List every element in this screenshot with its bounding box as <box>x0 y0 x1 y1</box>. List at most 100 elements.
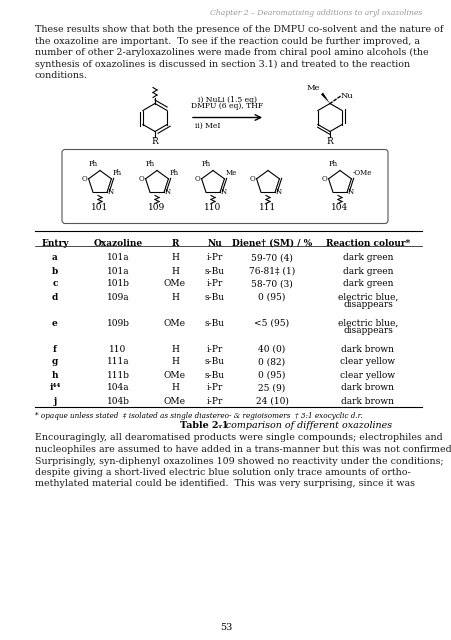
Text: c: c <box>52 280 58 289</box>
Text: OMe: OMe <box>164 397 186 406</box>
Text: s-Bu: s-Bu <box>204 266 225 275</box>
Text: s-Bu: s-Bu <box>204 371 225 380</box>
Text: O: O <box>82 175 87 183</box>
Text: H: H <box>170 344 179 353</box>
Text: i-Pr: i-Pr <box>207 383 223 392</box>
Text: 109: 109 <box>148 204 165 212</box>
Text: N: N <box>276 188 281 196</box>
Text: methylated material could be identified.  This was very surprising, since it was: methylated material could be identified.… <box>35 479 414 488</box>
Text: Entry: Entry <box>41 239 69 248</box>
Text: H: H <box>170 292 179 301</box>
Text: H: H <box>170 383 179 392</box>
Text: disappears: disappears <box>342 326 392 335</box>
Text: i-Pr: i-Pr <box>207 280 223 289</box>
Text: 0 (95): 0 (95) <box>258 292 285 301</box>
Text: Nu: Nu <box>207 239 222 248</box>
Text: dark green: dark green <box>342 280 392 289</box>
Text: Reaction colour*: Reaction colour* <box>325 239 409 248</box>
Text: Chapter 2 – Dearomatising additions to aryl oxazolines: Chapter 2 – Dearomatising additions to a… <box>209 9 421 17</box>
Text: h: h <box>51 371 58 380</box>
Text: dark green: dark green <box>342 266 392 275</box>
Text: R: R <box>326 136 333 145</box>
Text: Surprisingly, syn-diphenyl oxazolines 109 showed no reactivity under the conditi: Surprisingly, syn-diphenyl oxazolines 10… <box>35 456 442 465</box>
Text: the oxazoline are important.  To see if the reaction could be further improved, : the oxazoline are important. To see if t… <box>35 36 419 45</box>
Text: despite giving a short-lived electric blue solution only trace amounts of ortho-: despite giving a short-lived electric bl… <box>35 468 410 477</box>
Text: Ph: Ph <box>202 159 211 168</box>
Text: Ph: Ph <box>169 169 178 177</box>
Text: f: f <box>53 344 57 353</box>
Text: N: N <box>165 188 171 196</box>
Text: 25 (9): 25 (9) <box>258 383 285 392</box>
Text: 110: 110 <box>109 344 126 353</box>
Text: dark brown: dark brown <box>341 397 394 406</box>
Text: H: H <box>170 358 179 367</box>
Text: 110: 110 <box>204 204 221 212</box>
Text: 59-70 (4): 59-70 (4) <box>250 253 292 262</box>
Text: 101a: 101a <box>106 266 129 275</box>
Text: Me: Me <box>306 83 319 92</box>
Text: These results show that both the presence of the DMPU co-solvent and the nature : These results show that both the presenc… <box>35 25 442 34</box>
Text: i) NuLi (1.5 eq): i) NuLi (1.5 eq) <box>198 95 257 104</box>
Text: H: H <box>170 266 179 275</box>
Text: * opaque unless stated  ‡ isolated as single diastereo- & regioisomers  † 3:1 ex: * opaque unless stated ‡ isolated as sin… <box>35 413 362 420</box>
Text: N: N <box>221 188 227 196</box>
Text: nucleophiles are assumed to have added in a trans-manner but this was not confir: nucleophiles are assumed to have added i… <box>35 445 451 454</box>
Text: 76-81‡ (1): 76-81‡ (1) <box>249 266 295 275</box>
Text: s-Bu: s-Bu <box>204 358 225 367</box>
Text: a: a <box>52 253 58 262</box>
Text: 111: 111 <box>259 204 276 212</box>
Text: – comparison of different oxazolines: – comparison of different oxazolines <box>215 422 391 431</box>
Text: 0 (95): 0 (95) <box>258 371 285 380</box>
Text: 24 (10): 24 (10) <box>255 397 288 406</box>
Text: s-Bu: s-Bu <box>204 319 225 328</box>
Polygon shape <box>320 93 329 104</box>
Text: ii) MeI: ii) MeI <box>194 122 220 129</box>
Text: i⁴⁴: i⁴⁴ <box>49 383 60 392</box>
Text: 104b: 104b <box>106 397 129 406</box>
Text: N: N <box>347 188 354 196</box>
Text: g: g <box>52 358 58 367</box>
Text: O: O <box>138 175 144 183</box>
Text: s-Bu: s-Bu <box>204 292 225 301</box>
Text: b: b <box>52 266 58 275</box>
Text: number of other 2-aryloxazolines were made from chiral pool amino alcohols (the: number of other 2-aryloxazolines were ma… <box>35 48 428 57</box>
Text: dark brown: dark brown <box>341 383 394 392</box>
Text: dark green: dark green <box>342 253 392 262</box>
Text: i-Pr: i-Pr <box>207 397 223 406</box>
Text: 0 (82): 0 (82) <box>258 358 285 367</box>
Text: DMPU (6 eq), THF: DMPU (6 eq), THF <box>191 102 263 111</box>
Text: Ph: Ph <box>328 159 337 168</box>
Text: 53: 53 <box>219 623 232 632</box>
Text: Table 2.1: Table 2.1 <box>179 422 228 431</box>
Text: 101b: 101b <box>106 280 129 289</box>
Text: H: H <box>170 253 179 262</box>
Text: electric blue,: electric blue, <box>337 292 397 301</box>
Text: i-Pr: i-Pr <box>207 344 223 353</box>
Text: O: O <box>249 175 255 183</box>
Text: OMe: OMe <box>164 371 186 380</box>
Text: 40 (0): 40 (0) <box>258 344 285 353</box>
Text: 111b: 111b <box>106 371 129 380</box>
Text: Nu: Nu <box>340 93 353 100</box>
Text: 111a: 111a <box>106 358 129 367</box>
Text: disappears: disappears <box>342 300 392 309</box>
Text: dark brown: dark brown <box>341 344 394 353</box>
Text: -OMe: -OMe <box>352 169 371 177</box>
Text: clear yellow: clear yellow <box>340 358 395 367</box>
Text: conditions.: conditions. <box>35 71 87 80</box>
Text: <5 (95): <5 (95) <box>254 319 289 328</box>
Text: 109a: 109a <box>106 292 129 301</box>
Text: R: R <box>171 239 178 248</box>
Text: synthesis of oxazolines is discussed in section 3.1) and treated to the reaction: synthesis of oxazolines is discussed in … <box>35 60 409 68</box>
Text: R: R <box>151 136 158 145</box>
Text: clear yellow: clear yellow <box>340 371 395 380</box>
Text: O: O <box>194 175 200 183</box>
Text: electric blue,: electric blue, <box>337 319 397 328</box>
Text: d: d <box>52 292 58 301</box>
Text: 101: 101 <box>91 204 108 212</box>
Text: N: N <box>108 188 114 196</box>
FancyBboxPatch shape <box>62 150 387 223</box>
Text: OMe: OMe <box>164 319 186 328</box>
Text: j: j <box>53 397 56 406</box>
Text: Ph: Ph <box>146 159 155 168</box>
